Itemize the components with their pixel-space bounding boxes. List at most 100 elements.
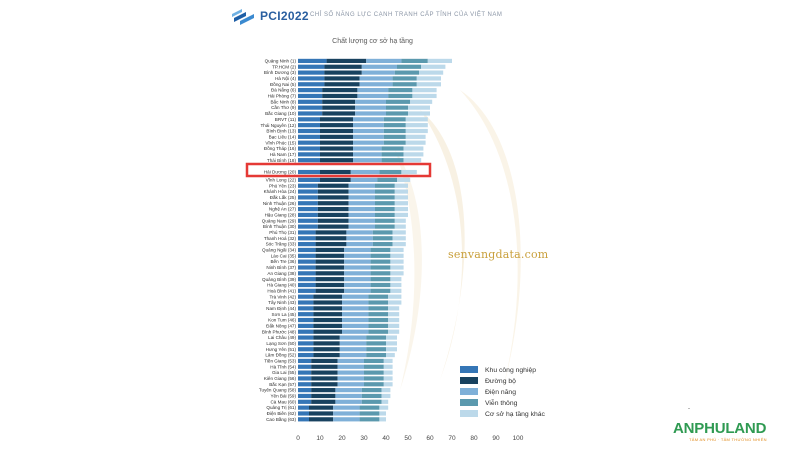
bar-segment xyxy=(368,294,389,299)
category-label: Phú Yên (23) xyxy=(269,183,296,188)
bar-segment xyxy=(317,189,349,194)
bar-segment xyxy=(313,347,340,352)
bar-segment xyxy=(381,399,389,404)
bar-segment xyxy=(353,134,384,139)
bar-segment xyxy=(370,259,391,264)
bar-segment xyxy=(309,405,334,410)
category-label: Bình Thuận (30) xyxy=(263,224,297,229)
bar-segment xyxy=(298,128,320,134)
bar-segment xyxy=(311,376,338,381)
bar-segment xyxy=(298,399,312,404)
bar-segment xyxy=(298,140,320,145)
bar-segment xyxy=(388,306,400,311)
x-tick-label: 0 xyxy=(296,435,300,442)
bar-segment xyxy=(375,218,395,223)
category-label: Sóc Trăng (33) xyxy=(266,242,297,247)
bar-segment xyxy=(368,306,389,311)
bar-segment xyxy=(298,236,316,241)
bar-segment xyxy=(390,253,404,258)
category-label: Bắc Giang (10) xyxy=(265,110,296,116)
bar-segment xyxy=(381,393,391,399)
bar-segment xyxy=(298,329,314,334)
bar-segment xyxy=(311,399,336,404)
bar-segment xyxy=(386,99,411,104)
bar-segment xyxy=(381,388,391,393)
bar-segment xyxy=(412,88,437,93)
bar-segment xyxy=(394,201,408,206)
category-label: Lâm Đồng (52) xyxy=(265,353,296,358)
pci-logo-icon xyxy=(232,9,254,25)
bar-segment xyxy=(386,347,397,352)
bar-segment xyxy=(372,230,393,235)
bar-segment xyxy=(379,169,402,175)
legend-label: Cơ sở hạ tầng khác xyxy=(485,409,546,418)
header-brand: PCI2022 xyxy=(260,9,309,23)
bar-segment xyxy=(298,224,318,229)
bar-segment xyxy=(311,393,336,399)
bar-segment xyxy=(359,405,380,410)
bar-segment xyxy=(298,189,318,194)
bar-segment xyxy=(357,88,389,93)
bar-segment xyxy=(392,236,406,241)
bar-segment xyxy=(317,212,349,218)
bar-segment xyxy=(337,376,364,381)
bar-segment xyxy=(298,242,316,247)
bar-segment xyxy=(375,201,395,206)
bar-segment xyxy=(344,282,371,288)
category-label: Thanh Hoá (32) xyxy=(264,236,297,241)
bar-segment xyxy=(322,99,356,104)
x-tick-label: 80 xyxy=(470,435,478,442)
bar-segment xyxy=(315,230,347,235)
category-label: Đồng Tháp (16) xyxy=(264,146,297,151)
bar-segment xyxy=(346,230,373,235)
chart-title: Chất lượng cơ sở hạ tầng xyxy=(332,38,413,45)
category-label: Hà Giang (40) xyxy=(267,283,296,288)
x-tick-label: 70 xyxy=(448,435,456,442)
category-label: Điện Biên (62) xyxy=(267,411,297,416)
bar-segment xyxy=(388,317,400,323)
bar-segment xyxy=(298,247,316,253)
bar-segment xyxy=(335,399,362,404)
bar-segment xyxy=(379,405,389,410)
category-label: Nam Định (44) xyxy=(266,306,296,311)
bar-segment xyxy=(386,352,395,358)
bar-segment xyxy=(320,177,351,182)
bar-segment xyxy=(392,76,417,81)
bar-segment xyxy=(381,146,404,151)
bar-segment xyxy=(298,382,312,387)
watermark-shape xyxy=(395,90,521,400)
bar-segment xyxy=(361,388,382,393)
bar-segment xyxy=(403,146,424,151)
bar-segment xyxy=(386,111,408,116)
bar-segment xyxy=(368,317,389,323)
bar-segment xyxy=(375,189,395,194)
bar-segment xyxy=(309,411,334,416)
x-tick-label: 30 xyxy=(360,435,368,442)
legend-swatch xyxy=(460,377,478,384)
bar-segment xyxy=(298,411,309,416)
bar-segment xyxy=(337,364,364,369)
bar-segment xyxy=(298,306,314,311)
bar-segment xyxy=(353,146,382,151)
bar-segment xyxy=(348,195,375,200)
bar-segment xyxy=(320,152,353,157)
bar-segment xyxy=(416,76,441,81)
bar-segment xyxy=(381,158,404,163)
x-tick-label: 10 xyxy=(316,435,324,442)
bar-segment xyxy=(315,247,345,253)
bar-segment xyxy=(311,370,338,375)
bar-segment xyxy=(315,265,345,270)
bar-segment xyxy=(298,64,325,69)
bar-segment xyxy=(315,259,345,264)
bar-segment xyxy=(379,411,386,416)
bar-segment xyxy=(313,306,342,311)
bar-segment xyxy=(361,70,395,75)
category-label: Quảng Nam (29) xyxy=(262,218,297,223)
bar-segment xyxy=(381,152,404,157)
bar-segment xyxy=(315,277,345,282)
bar-segment xyxy=(386,335,397,340)
bar-segment xyxy=(339,347,367,352)
legend-label: Đường bộ xyxy=(485,378,516,385)
bar-segment xyxy=(359,417,380,422)
bar-segment xyxy=(388,329,400,334)
